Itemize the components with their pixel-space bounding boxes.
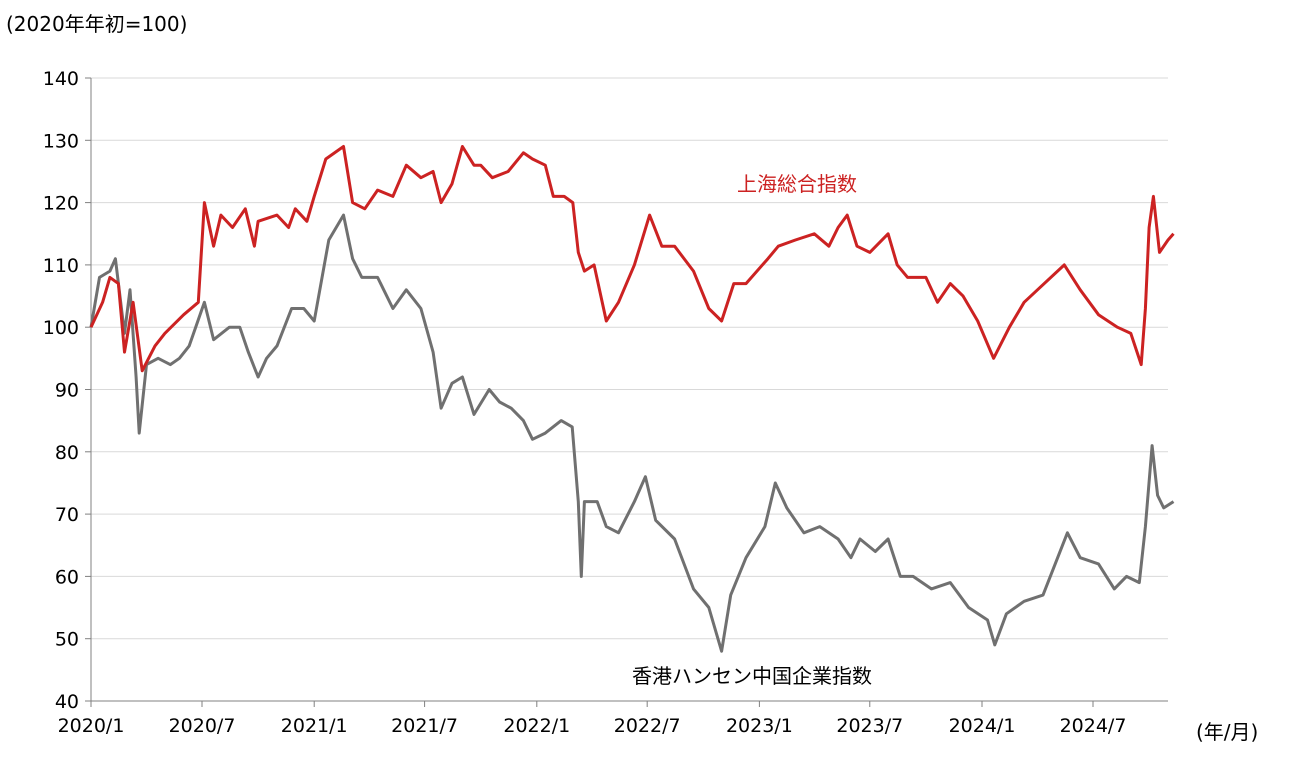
x-tick-label: 2023/1 xyxy=(726,715,793,737)
y-tick-label: 100 xyxy=(43,317,79,339)
series-label: 上海総合指数 xyxy=(737,172,857,196)
y-tick-label: 110 xyxy=(43,255,79,277)
series-line xyxy=(89,213,1175,653)
y-tick-label: 40 xyxy=(55,691,79,713)
y-tick-label: 140 xyxy=(43,68,79,90)
x-tick-label: 2020/7 xyxy=(169,715,236,737)
x-tick-label: 2020/1 xyxy=(58,715,125,737)
y-tick-label: 80 xyxy=(55,442,79,464)
x-tick-label: 2022/7 xyxy=(614,715,681,737)
x-tick-label: 2023/7 xyxy=(836,715,903,737)
x-tick-label: 2021/1 xyxy=(281,715,348,737)
y-tick-label: 70 xyxy=(55,504,79,526)
series-label: 香港ハンセン中国企業指数 xyxy=(632,664,872,688)
y-tick-label: 120 xyxy=(43,193,79,215)
y-axis-unit-label: (2020年年初=100) xyxy=(6,12,188,36)
y-tick-label: 130 xyxy=(43,130,79,152)
y-tick-label: 50 xyxy=(55,629,79,651)
x-tick-label: 2021/7 xyxy=(391,715,458,737)
x-axis-unit-label: (年/月) xyxy=(1196,720,1259,744)
y-tick-label: 60 xyxy=(55,566,79,588)
x-tick-label: 2022/1 xyxy=(503,715,570,737)
x-tick-label: 2024/7 xyxy=(1060,715,1127,737)
y-tick-label: 90 xyxy=(55,380,79,402)
x-tick-label: 2024/1 xyxy=(949,715,1016,737)
series-line xyxy=(89,145,1175,373)
